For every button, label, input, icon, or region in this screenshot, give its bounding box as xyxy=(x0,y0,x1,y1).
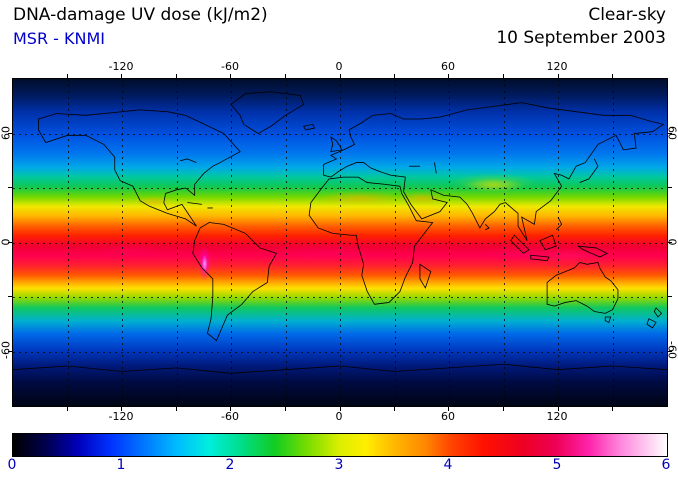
lon-tick-label: 0 xyxy=(335,60,343,73)
coast-cuba xyxy=(187,203,202,205)
colorbar-tick-label: 1 xyxy=(116,457,126,473)
axis-tick-top xyxy=(394,74,395,78)
axis-tick-top xyxy=(176,74,177,78)
axis-tick-top xyxy=(557,74,559,78)
coast-sumatra xyxy=(511,235,529,253)
colorbar-tick-label: 4 xyxy=(443,457,453,473)
axis-tick-top xyxy=(503,74,504,78)
colorbar-tick-label: 0 xyxy=(7,457,17,473)
gridline-latitude xyxy=(13,133,667,135)
lake-great-lakes xyxy=(180,159,196,163)
coast-british-isles xyxy=(331,137,342,152)
axis-tick-bottom xyxy=(394,407,395,411)
axis-tick-left xyxy=(8,351,12,352)
longitude-axis-top: -120 -60 0 60 120 xyxy=(12,60,666,73)
lon-tick-label: -60 xyxy=(221,410,239,423)
axis-tick-bottom xyxy=(557,407,559,411)
axis-tick-bottom xyxy=(448,407,450,411)
coast-java xyxy=(531,255,549,260)
axis-tick-right xyxy=(668,187,672,189)
axis-tick-top xyxy=(448,74,450,78)
axis-tick-right xyxy=(668,351,672,352)
lon-tick-label: 0 xyxy=(335,410,343,423)
axis-tick-top xyxy=(230,74,232,78)
axis-tick-right xyxy=(668,132,672,134)
colorbar-tick-label: 2 xyxy=(225,457,235,473)
date-label: 10 September 2003 xyxy=(496,28,666,48)
axis-tick-right xyxy=(668,296,672,298)
axis-tick-left xyxy=(8,132,12,134)
lon-tick-label: -120 xyxy=(108,60,134,73)
world-map-frame xyxy=(8,74,672,411)
axis-tick-bottom xyxy=(285,407,286,411)
axis-tick-bottom xyxy=(230,407,232,411)
lon-tick-label: 60 xyxy=(441,60,455,73)
coast-madagascar xyxy=(420,264,431,288)
coast-tasmania xyxy=(605,317,610,322)
colorbar-axis: 0 1 2 3 4 5 6 xyxy=(8,457,671,474)
colorbar xyxy=(12,433,668,457)
coast-japan xyxy=(580,159,598,183)
longitude-axis-bottom: -120 -60 0 60 120 xyxy=(12,410,666,423)
colorbar-tick-label: 3 xyxy=(334,457,344,473)
gridline-latitude xyxy=(13,242,667,244)
axis-tick-top xyxy=(66,74,68,78)
sea-caspian xyxy=(434,163,436,174)
axis-tick-top xyxy=(121,74,123,78)
page-title: DNA-damage UV dose (kJ/m2) xyxy=(13,5,268,25)
colorbar-tick-label: 6 xyxy=(661,457,671,473)
uv-dose-heatmap xyxy=(13,79,667,406)
coast-south-america xyxy=(193,223,277,341)
axis-tick-bottom xyxy=(612,407,613,411)
coast-new-guinea xyxy=(578,246,607,257)
gridline-latitude xyxy=(13,351,667,353)
sky-condition-label: Clear-sky xyxy=(588,5,666,25)
coast-iceland xyxy=(304,124,315,129)
gridline-latitude xyxy=(13,188,667,189)
coast-greenland xyxy=(231,92,304,134)
axis-tick-bottom xyxy=(121,407,123,411)
axis-tick-top xyxy=(612,74,613,78)
axis-tick-top xyxy=(339,74,341,78)
coast-north-america xyxy=(38,110,240,226)
data-source-label: MSR - KNMI xyxy=(13,29,106,48)
axis-tick-left xyxy=(8,187,12,189)
coast-sri-lanka xyxy=(485,224,489,229)
axis-tick-top xyxy=(285,74,286,78)
lon-tick-label: 60 xyxy=(441,410,455,423)
axis-tick-bottom xyxy=(176,407,177,411)
coast-new-zealand-north xyxy=(654,308,661,317)
lon-tick-label: 120 xyxy=(546,60,568,73)
axis-tick-left xyxy=(8,296,12,298)
gridline-latitude xyxy=(13,297,667,298)
coast-australia xyxy=(547,262,618,313)
axis-tick-bottom xyxy=(66,407,68,411)
axis-tick-left xyxy=(8,242,12,243)
lon-tick-label: -60 xyxy=(221,60,239,73)
colorbar-tick-label: 5 xyxy=(552,457,562,473)
coast-borneo xyxy=(540,235,556,250)
lon-tick-label: 120 xyxy=(546,410,568,423)
axis-tick-right xyxy=(668,242,672,243)
lon-tick-label: -120 xyxy=(108,410,134,423)
axis-tick-bottom xyxy=(339,407,341,411)
coast-africa xyxy=(309,177,433,304)
coast-new-zealand-south xyxy=(647,319,656,328)
axis-tick-bottom xyxy=(503,407,504,411)
